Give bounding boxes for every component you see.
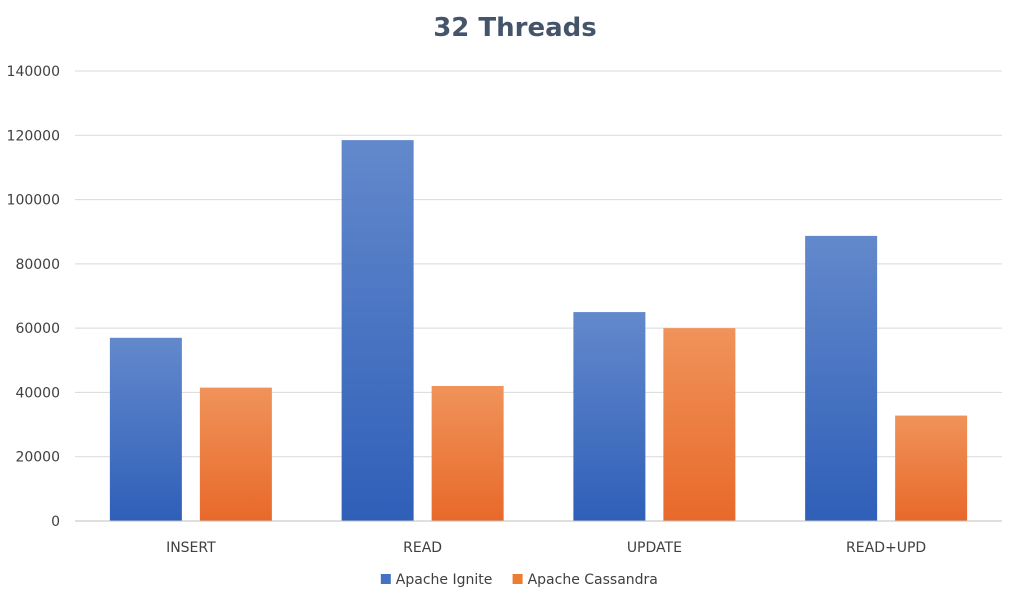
bar-ignite-read bbox=[341, 140, 414, 521]
y-tick-label: 60000 bbox=[15, 321, 60, 337]
bar-cassandra-read bbox=[431, 386, 504, 521]
y-tick-label: 100000 bbox=[7, 193, 60, 209]
chart-title: 32 Threads bbox=[433, 13, 597, 43]
bar-ignite-update bbox=[573, 312, 646, 521]
bar-ignite-insert bbox=[109, 337, 182, 521]
bar-cassandra-update bbox=[663, 328, 736, 521]
y-tick-label: 120000 bbox=[7, 128, 60, 144]
bar-cassandra-insert bbox=[199, 387, 272, 521]
legend-swatch-ignite bbox=[380, 574, 391, 584]
x-tick-label: READ bbox=[403, 540, 442, 556]
x-tick-label: INSERT bbox=[166, 540, 216, 556]
bar-cassandra-read-upd bbox=[895, 415, 968, 521]
x-tick-label: READ+UPD bbox=[846, 540, 926, 556]
y-tick-label: 140000 bbox=[7, 64, 60, 80]
legend: Apache Ignite Apache Cassandra bbox=[380, 572, 658, 588]
axis-layer: 0 20000 40000 60000 80000 100000 120000 140000 I… bbox=[7, 64, 1002, 556]
y-tick-label: 40000 bbox=[15, 385, 60, 401]
bar-ignite-read-upd bbox=[805, 235, 878, 521]
y-tick-label: 80000 bbox=[15, 257, 60, 273]
legend-label-cassandra: Apache Cassandra bbox=[528, 572, 658, 588]
legend-swatch-cassandra bbox=[512, 574, 523, 584]
legend-label-ignite: Apache Ignite bbox=[396, 572, 493, 588]
y-tick-label: 20000 bbox=[15, 450, 60, 466]
bars-layer bbox=[109, 140, 968, 521]
x-tick-label: UPDATE bbox=[627, 540, 682, 556]
y-tick-label: 0 bbox=[51, 514, 60, 530]
